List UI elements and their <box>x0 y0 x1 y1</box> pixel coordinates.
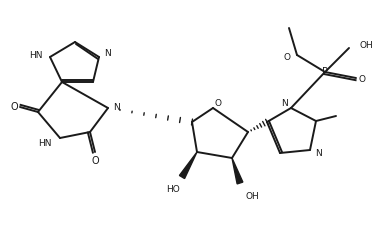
Polygon shape <box>179 152 197 179</box>
Text: HN: HN <box>29 51 43 60</box>
Text: O: O <box>284 52 291 61</box>
Text: O: O <box>214 98 221 107</box>
Text: N: N <box>104 50 111 59</box>
Text: O: O <box>91 156 99 166</box>
Text: N: N <box>113 104 120 113</box>
Polygon shape <box>232 158 243 184</box>
Text: O: O <box>358 76 365 85</box>
Text: N: N <box>315 148 322 157</box>
Text: O: O <box>10 102 18 112</box>
Text: HO: HO <box>166 185 180 194</box>
Text: OH: OH <box>359 42 373 51</box>
Text: P: P <box>322 67 328 77</box>
Text: OH: OH <box>245 191 259 200</box>
Text: HN: HN <box>38 139 52 148</box>
Text: N: N <box>281 98 288 107</box>
